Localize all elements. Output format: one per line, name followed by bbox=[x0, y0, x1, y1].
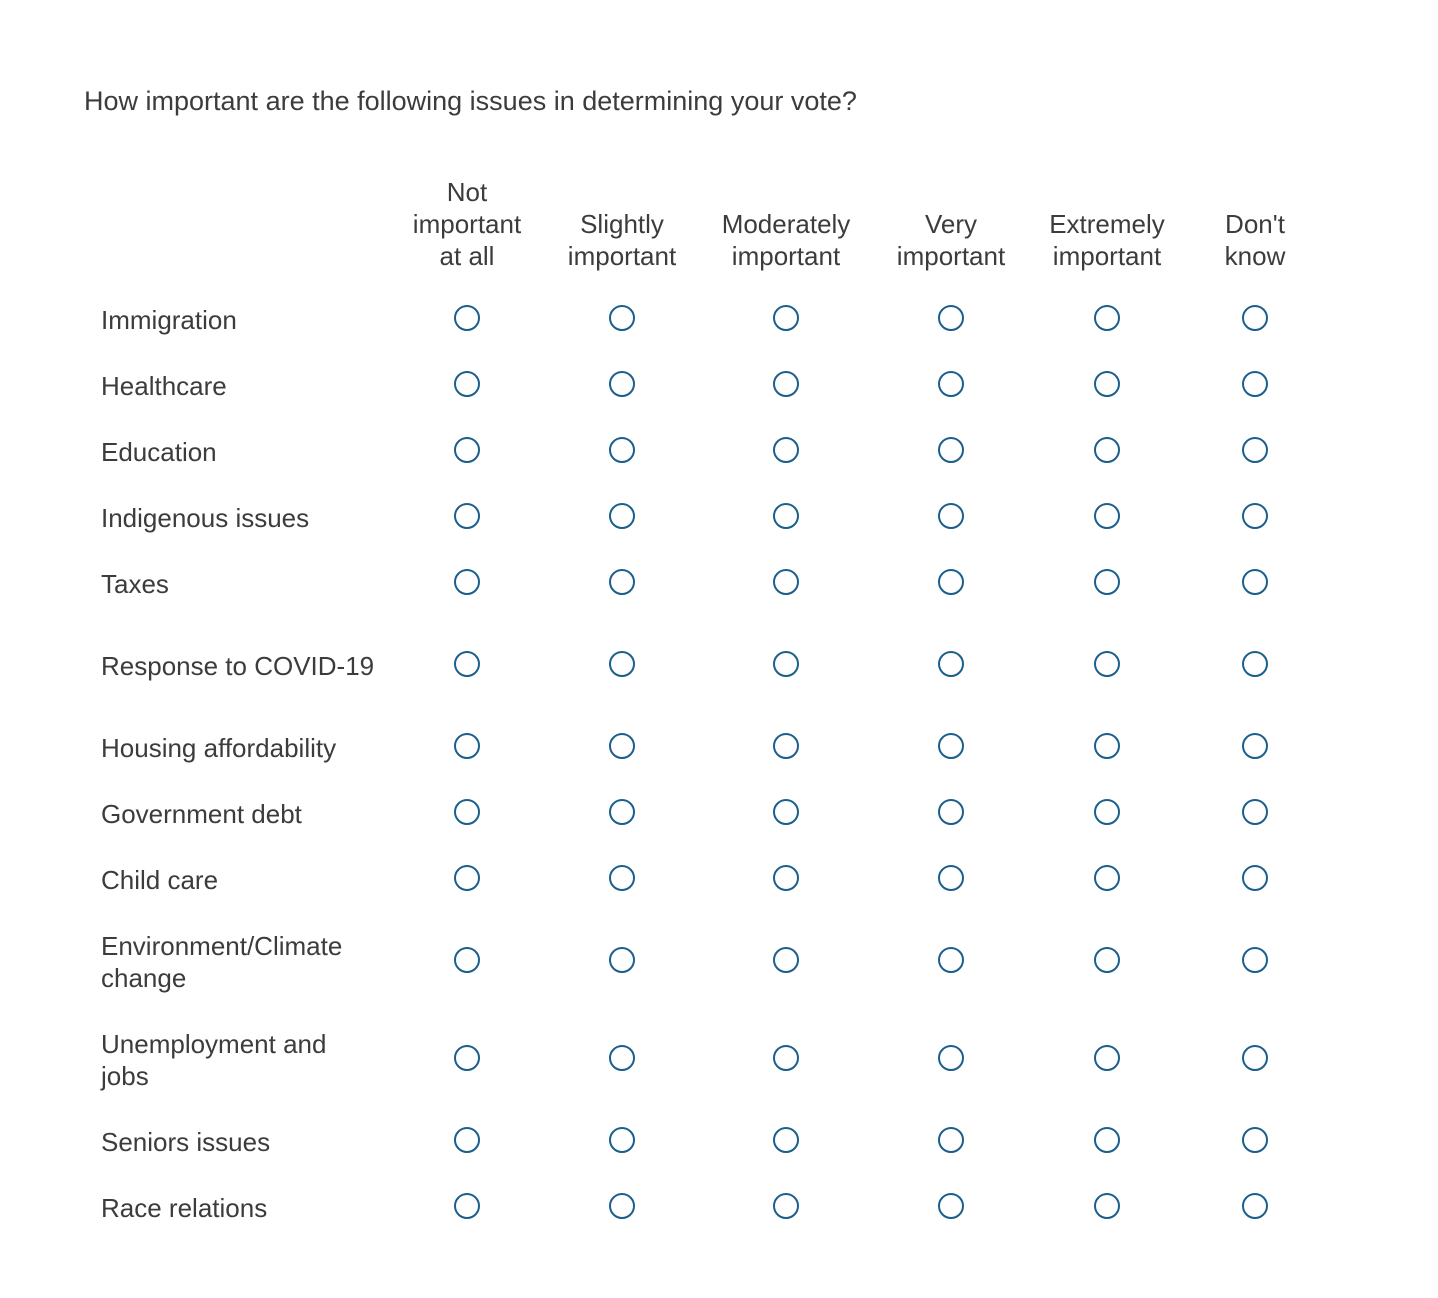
radio-button[interactable] bbox=[773, 947, 799, 973]
row-label-8: Child care bbox=[101, 865, 219, 895]
radio-button[interactable] bbox=[609, 1127, 635, 1153]
row-label-7: Government debt bbox=[101, 799, 302, 829]
radio-button[interactable] bbox=[1094, 799, 1120, 825]
radio-button[interactable] bbox=[938, 651, 964, 677]
radio-button[interactable] bbox=[1242, 305, 1268, 331]
radio-button[interactable] bbox=[454, 569, 480, 595]
radio-button[interactable] bbox=[1094, 305, 1120, 331]
radio-button[interactable] bbox=[454, 733, 480, 759]
radio-button[interactable] bbox=[1094, 1193, 1120, 1219]
radio-button[interactable] bbox=[938, 1127, 964, 1153]
radio-button[interactable] bbox=[1094, 503, 1120, 529]
radio-button[interactable] bbox=[938, 947, 964, 973]
radio-button[interactable] bbox=[454, 1127, 480, 1153]
radio-button[interactable] bbox=[773, 503, 799, 529]
radio-button[interactable] bbox=[1094, 651, 1120, 677]
row-label-12: Race relations bbox=[101, 1193, 268, 1223]
column-header-3: Very important bbox=[896, 209, 1006, 271]
radio-button[interactable] bbox=[609, 733, 635, 759]
row-label-4: Taxes bbox=[101, 569, 169, 599]
column-header-1: Slightly important bbox=[567, 209, 677, 271]
radio-button[interactable] bbox=[609, 569, 635, 595]
radio-button[interactable] bbox=[773, 371, 799, 397]
radio-button[interactable] bbox=[609, 947, 635, 973]
radio-button[interactable] bbox=[454, 799, 480, 825]
radio-button[interactable] bbox=[1242, 733, 1268, 759]
radio-button[interactable] bbox=[1242, 503, 1268, 529]
radio-button[interactable] bbox=[938, 305, 964, 331]
radio-button[interactable] bbox=[773, 865, 799, 891]
row-label-9: Environment/Climate change bbox=[101, 931, 343, 993]
radio-button[interactable] bbox=[454, 503, 480, 529]
radio-button[interactable] bbox=[1242, 799, 1268, 825]
radio-button[interactable] bbox=[1094, 569, 1120, 595]
radio-button[interactable] bbox=[773, 305, 799, 331]
row-label-2: Education bbox=[101, 437, 217, 467]
radio-button[interactable] bbox=[1242, 947, 1268, 973]
radio-button[interactable] bbox=[773, 733, 799, 759]
radio-button[interactable] bbox=[609, 503, 635, 529]
radio-button[interactable] bbox=[1242, 437, 1268, 463]
radio-button[interactable] bbox=[773, 651, 799, 677]
radio-button[interactable] bbox=[1094, 947, 1120, 973]
radio-button[interactable] bbox=[454, 865, 480, 891]
radio-button[interactable] bbox=[1094, 437, 1120, 463]
radio-button[interactable] bbox=[454, 1045, 480, 1071]
radio-button[interactable] bbox=[938, 733, 964, 759]
radio-button[interactable] bbox=[454, 1193, 480, 1219]
radio-button[interactable] bbox=[938, 1045, 964, 1071]
radio-button[interactable] bbox=[773, 569, 799, 595]
radio-button[interactable] bbox=[454, 305, 480, 331]
radio-button[interactable] bbox=[938, 569, 964, 595]
radio-button[interactable] bbox=[1242, 865, 1268, 891]
radio-button[interactable] bbox=[609, 437, 635, 463]
radio-button[interactable] bbox=[609, 1193, 635, 1219]
radio-button[interactable] bbox=[938, 371, 964, 397]
column-header-0: Not important at all bbox=[412, 177, 522, 271]
column-header-5: Don't know bbox=[1224, 209, 1286, 271]
radio-button[interactable] bbox=[609, 305, 635, 331]
radio-button[interactable] bbox=[773, 799, 799, 825]
radio-button[interactable] bbox=[609, 651, 635, 677]
radio-button[interactable] bbox=[938, 503, 964, 529]
row-label-3: Indigenous issues bbox=[101, 503, 310, 533]
radio-button[interactable] bbox=[1242, 371, 1268, 397]
column-header-4: Extremely important bbox=[1049, 209, 1165, 271]
radio-button[interactable] bbox=[1242, 1127, 1268, 1153]
radio-button[interactable] bbox=[609, 865, 635, 891]
radio-button[interactable] bbox=[609, 1045, 635, 1071]
radio-button[interactable] bbox=[773, 437, 799, 463]
radio-button[interactable] bbox=[454, 371, 480, 397]
radio-button[interactable] bbox=[1242, 569, 1268, 595]
radio-button[interactable] bbox=[773, 1045, 799, 1071]
row-label-11: Seniors issues bbox=[101, 1127, 271, 1157]
row-label-1: Healthcare bbox=[101, 371, 227, 401]
radio-button[interactable] bbox=[773, 1127, 799, 1153]
radio-button[interactable] bbox=[1242, 651, 1268, 677]
row-label-0: Immigration bbox=[101, 305, 237, 335]
radio-button[interactable] bbox=[609, 799, 635, 825]
radio-button[interactable] bbox=[773, 1193, 799, 1219]
radio-button[interactable] bbox=[1094, 1045, 1120, 1071]
radio-button[interactable] bbox=[938, 865, 964, 891]
radio-button[interactable] bbox=[1094, 865, 1120, 891]
radio-button[interactable] bbox=[609, 371, 635, 397]
row-label-6: Housing affordability bbox=[101, 733, 337, 763]
radio-button[interactable] bbox=[938, 799, 964, 825]
radio-button[interactable] bbox=[938, 1193, 964, 1219]
radio-button[interactable] bbox=[1094, 371, 1120, 397]
radio-button[interactable] bbox=[1242, 1045, 1268, 1071]
radio-button[interactable] bbox=[1094, 733, 1120, 759]
radio-button[interactable] bbox=[454, 947, 480, 973]
row-label-10: Unemployment and jobs bbox=[101, 1029, 327, 1091]
column-header-2: Moderately important bbox=[721, 209, 851, 271]
row-label-5: Response to COVID-19 bbox=[101, 651, 375, 681]
radio-button[interactable] bbox=[454, 437, 480, 463]
question-title: How important are the following issues i… bbox=[84, 86, 857, 116]
radio-button[interactable] bbox=[454, 651, 480, 677]
radio-button[interactable] bbox=[1242, 1193, 1268, 1219]
radio-button[interactable] bbox=[938, 437, 964, 463]
radio-button[interactable] bbox=[1094, 1127, 1120, 1153]
